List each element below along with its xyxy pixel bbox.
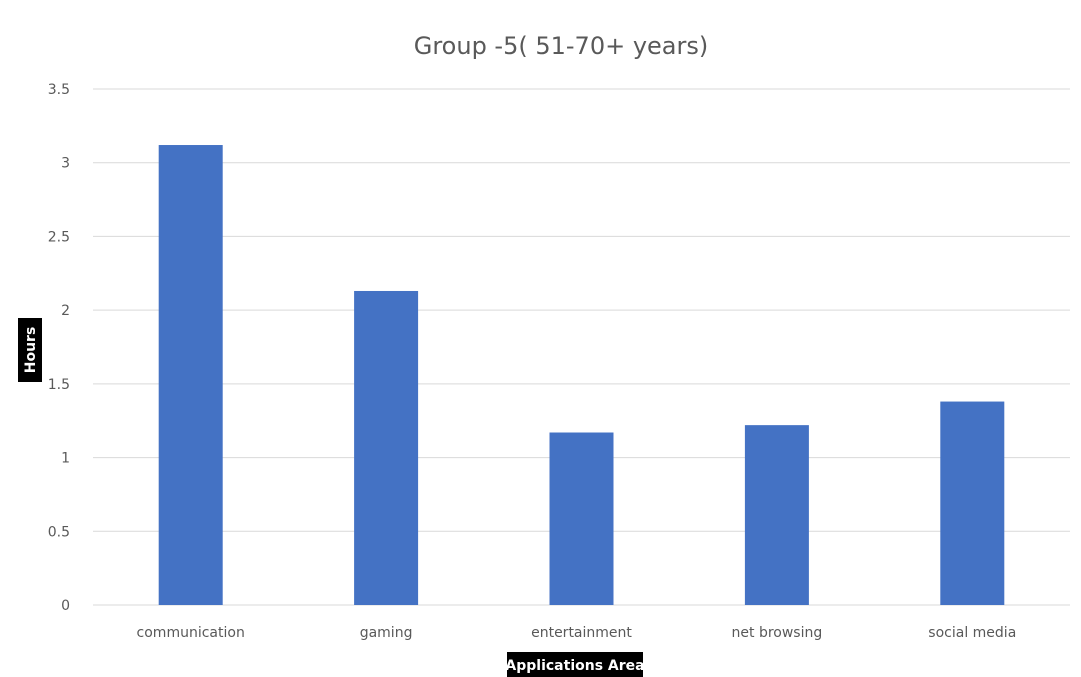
y-axis-ticks: 0 0.5 1 1.5 2 2.5 3 3.5 — [48, 82, 70, 614]
x-tick-label: net browsing — [732, 625, 823, 641]
x-tick-label: communication — [137, 625, 245, 641]
y-tick-label: 0 — [61, 598, 70, 614]
bars — [158, 145, 1005, 605]
y-tick-label: 1.5 — [48, 377, 70, 393]
y-axis-label: Hours — [18, 318, 42, 382]
bar-gaming — [354, 290, 419, 605]
y-tick-label: 2 — [61, 303, 70, 319]
y-axis-label-text: Hours — [23, 327, 39, 374]
x-tick-label: entertainment — [531, 625, 632, 641]
y-tick-label: 3 — [61, 156, 70, 172]
y-tick-label: 3.5 — [48, 82, 70, 98]
y-tick-label: 0.5 — [48, 524, 70, 540]
bar-social-media — [940, 401, 1005, 605]
y-tick-label: 2.5 — [48, 229, 70, 245]
y-axis-label-background — [18, 318, 42, 382]
x-axis-label-text: Applications Area — [505, 658, 644, 674]
x-axis-label-background — [507, 652, 643, 677]
x-axis-label: Applications Area — [505, 652, 645, 677]
bar-net-browsing — [744, 425, 809, 605]
chart-title: Group -5( 51-70+ years) — [414, 32, 709, 60]
x-tick-label: gaming — [360, 625, 413, 641]
y-tick-label: 1 — [61, 451, 70, 467]
bar-communication — [158, 145, 223, 605]
x-axis-ticks: communication gaming entertainment net brow… — [137, 625, 1017, 641]
x-tick-label: social media — [928, 625, 1016, 641]
bar-entertainment — [549, 432, 614, 605]
